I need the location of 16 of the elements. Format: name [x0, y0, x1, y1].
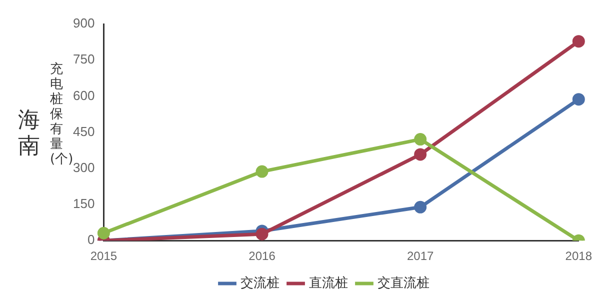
x-tick-label: 2016	[248, 249, 276, 264]
y-tick-label: 900	[72, 16, 95, 31]
y-tick-label: 150	[72, 196, 95, 212]
y-axis-title: 充电桩保有量(个)	[50, 62, 74, 167]
x-tick-label: 2017	[406, 249, 434, 264]
y-tick-label: 750	[72, 52, 95, 67]
x-tick-label: 2018	[565, 249, 592, 264]
legend-label: 直流桩	[308, 274, 348, 291]
y-tick-label: 450	[72, 124, 95, 139]
x-tick-label: 2015	[90, 249, 118, 264]
legend-label: 交流桩	[240, 274, 280, 291]
y-tick-label: 0	[87, 232, 95, 248]
text: 海南	[18, 108, 41, 160]
legend-label: 交直流桩	[377, 274, 430, 291]
y-tick-label: 600	[72, 88, 95, 103]
y-tick-label: 300	[72, 160, 95, 175]
